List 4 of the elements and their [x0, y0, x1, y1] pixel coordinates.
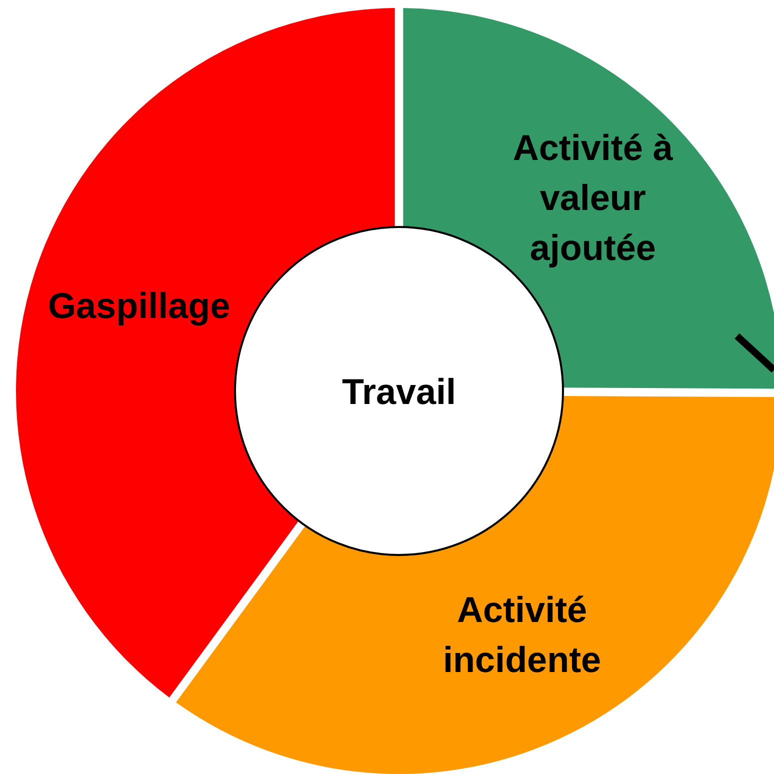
slice-label: Gaspillage [48, 284, 230, 326]
text: Travail [342, 371, 456, 412]
slice-label: Activité à valeur ajoutée [512, 127, 674, 268]
slice-label: Activité incidente [443, 589, 602, 680]
